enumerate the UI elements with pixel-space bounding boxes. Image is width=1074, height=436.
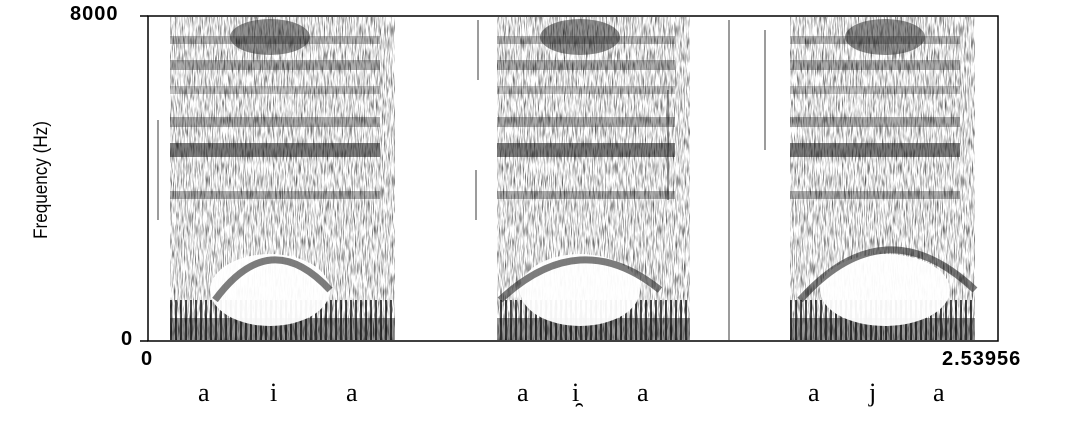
segment-label: j (869, 378, 877, 407)
formant-band (790, 143, 960, 157)
formant-band (497, 86, 675, 94)
formant-band (170, 86, 380, 94)
segment-label: a (933, 378, 945, 407)
segment-label: i (270, 378, 278, 407)
formant-band (790, 191, 960, 199)
formant-band (497, 143, 675, 157)
formant-band (790, 117, 960, 127)
high-energy-blob (230, 19, 310, 55)
segment-label: a (198, 378, 210, 407)
y-max-tick: 8000 (70, 3, 119, 25)
segment-label: a (808, 378, 820, 407)
formant-band (790, 86, 960, 94)
segment-label: a (346, 378, 358, 407)
formant-band (170, 143, 380, 157)
clear-region (210, 254, 330, 326)
clear-region (520, 254, 640, 326)
formant-band (497, 191, 675, 199)
formant-band (170, 60, 380, 70)
formant-arc (497, 256, 663, 303)
formant-band (170, 117, 380, 127)
low-band (790, 318, 975, 340)
clear-region (820, 254, 950, 326)
formant-band (790, 60, 960, 70)
formant-band (170, 191, 380, 199)
high-energy-blob (540, 19, 620, 55)
formant-arc (212, 256, 333, 303)
segment-label: a (637, 378, 649, 407)
x-min-tick: 0 (141, 348, 154, 370)
low-band (497, 318, 690, 340)
y-min-tick: 0 (121, 328, 134, 350)
formant-band (497, 117, 675, 127)
spectrogram-marks (157, 17, 978, 340)
segment-label: i̯ (572, 378, 580, 407)
low-band (170, 318, 395, 340)
high-energy-blob (845, 19, 925, 55)
x-max-tick: 2.53956 (942, 348, 1022, 370)
formant-arc (797, 246, 978, 303)
segment-label: a (517, 378, 529, 407)
formant-band (497, 60, 675, 70)
plot-frame (147, 15, 999, 342)
